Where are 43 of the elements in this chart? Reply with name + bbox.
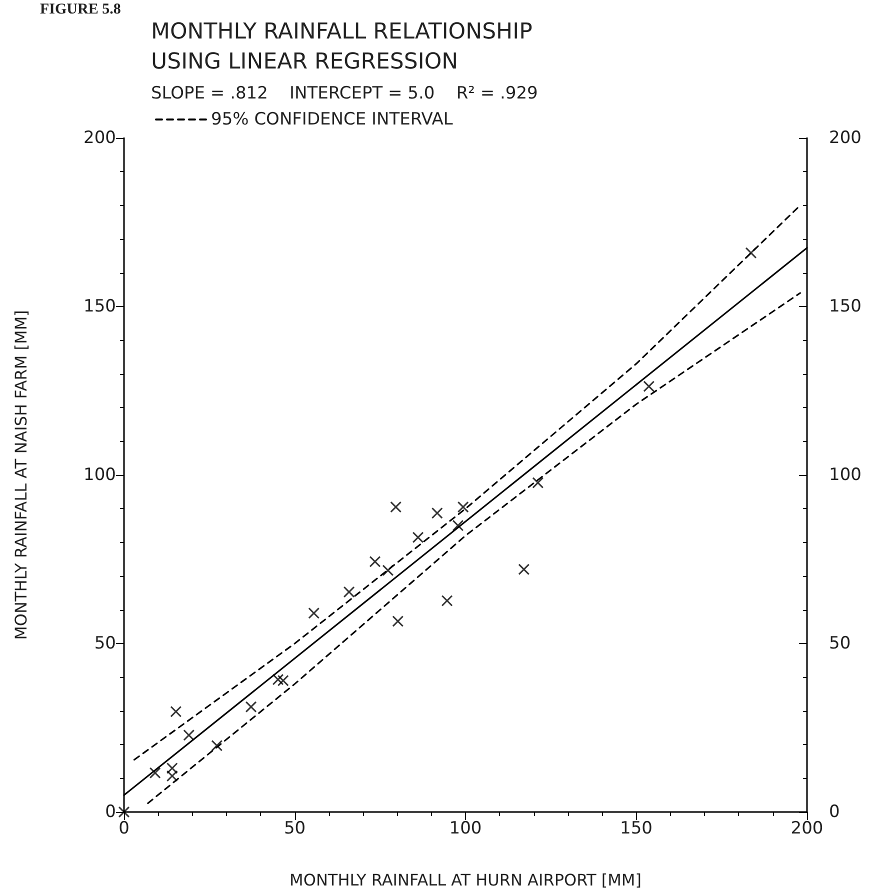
y2-tick-label: 0 xyxy=(829,802,840,822)
point xyxy=(458,502,469,513)
point xyxy=(432,508,443,519)
point xyxy=(390,502,402,513)
chart-title: MONTHLY RAINFALL RELATIONSHIP USING LINEAR REGRESSION xyxy=(151,20,532,74)
y2-tick-label: 200 xyxy=(829,128,862,148)
point xyxy=(118,806,130,818)
y-tick-label: 150 xyxy=(84,296,116,316)
point xyxy=(166,770,178,782)
point xyxy=(452,520,464,532)
point xyxy=(412,532,424,543)
point xyxy=(532,477,544,488)
point xyxy=(278,675,289,686)
caption: FIGURE 5.8 xyxy=(40,2,121,18)
point xyxy=(392,616,404,627)
x-tick-label: 100 xyxy=(449,818,482,838)
y2-tick-label: 50 xyxy=(829,634,851,654)
point xyxy=(308,608,320,619)
x-tick-label: 50 xyxy=(284,818,306,838)
point xyxy=(150,767,161,778)
y-tick-label: 100 xyxy=(84,465,116,485)
chart-subtitle: SLOPE = .812 INTERCEPT = 5.0 R² = .929 xyxy=(151,84,538,104)
point xyxy=(246,701,257,712)
point xyxy=(442,595,453,606)
y-axis-title: MONTHLY RAINFALL AT NAISH FARM [MM] xyxy=(12,310,30,640)
y-tick-label: 0 xyxy=(105,802,116,822)
point xyxy=(370,556,381,568)
x-tick-label: 200 xyxy=(790,818,824,838)
point xyxy=(183,730,194,741)
point xyxy=(643,380,654,392)
line-series xyxy=(133,204,801,761)
y2-tick-label: 100 xyxy=(829,465,862,485)
point xyxy=(170,706,182,718)
legend-label: 95% CONFIDENCE INTERVAL xyxy=(211,110,454,130)
x-tick-label: 150 xyxy=(620,818,652,838)
y2-tick-label: 150 xyxy=(829,296,862,316)
point xyxy=(518,564,530,575)
y-tick-label: 200 xyxy=(84,128,116,148)
y-tick-label: 50 xyxy=(94,634,116,654)
x-axis-title: MONTHLY RAINFALL AT HURN AIRPORT [MM] xyxy=(290,870,642,890)
point xyxy=(211,740,222,752)
x-tick-label: 0 xyxy=(118,818,130,838)
point xyxy=(344,586,355,598)
